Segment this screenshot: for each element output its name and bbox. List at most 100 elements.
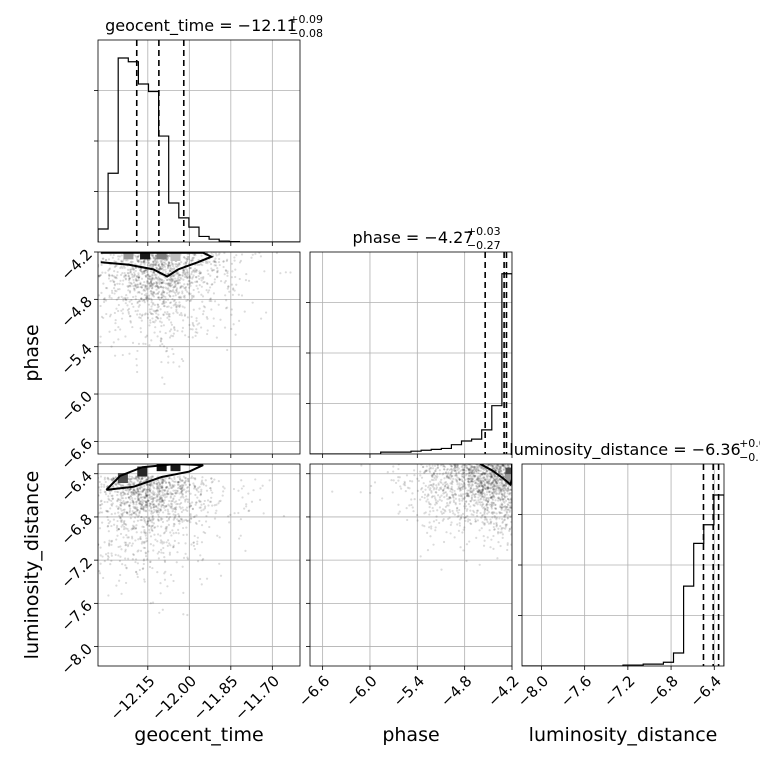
sample-point [205,577,209,580]
sample-point [124,501,128,504]
sample-point [149,488,152,491]
sample-point [135,491,138,495]
sample-point [184,542,187,545]
sample-point [118,282,121,285]
sample-point [125,489,128,492]
sample-point [192,477,195,480]
sample-point [172,508,175,511]
sample-point [463,471,466,475]
sample-point [481,492,484,495]
sample-point [138,568,141,572]
sample-point [126,488,130,491]
sample-point [111,291,114,294]
sample-point [475,469,478,472]
sample-point [157,267,160,271]
sample-point [135,274,138,278]
sample-point [173,299,176,302]
sample-point [497,540,500,544]
sample-point [177,295,181,299]
sample-point [150,509,153,513]
sample-point [497,527,500,530]
sample-point [135,508,139,511]
sample-point [136,301,139,305]
sample-point [403,480,406,483]
sample-point [186,557,190,561]
sample-point [85,282,87,284]
sample-point [138,291,141,294]
sample-point [473,476,476,479]
sample-point [449,490,452,493]
sample-point [137,477,140,480]
sample-point [125,299,128,302]
sample-point [211,254,215,257]
sample-point [160,486,164,489]
sample-point [158,298,161,301]
sample-point [439,487,443,491]
sample-point [147,517,151,520]
sample-point [105,509,108,512]
sample-point [494,465,497,468]
sample-point [463,485,466,488]
sample-point [105,312,108,316]
sample-point [174,489,177,492]
sample-point [159,592,162,595]
sample-point [148,263,152,267]
sample-point [146,522,150,525]
sample-point [491,465,494,468]
sample-point [167,492,170,496]
sample-point [141,272,144,276]
sample-point [428,470,432,474]
sample-point [124,557,127,560]
sample-point [161,289,165,292]
sample-point [146,488,149,491]
sample-point [498,517,501,520]
sample-point [116,499,119,502]
sample-point [51,262,53,264]
sample-point [128,475,131,478]
sample-point [186,276,190,279]
sample-point [103,490,106,493]
sample-point [489,477,493,480]
sample-point [172,279,175,282]
sample-point [127,483,130,486]
sample-point [155,499,158,502]
sample-point [219,318,222,321]
sample-point [120,265,123,268]
sample-point [162,301,165,304]
sample-point [131,491,134,494]
sample-point [198,499,201,502]
sample-point [135,256,138,259]
sample-point [159,285,162,288]
sample-point [114,553,117,556]
sample-point [106,500,109,504]
sample-point [119,493,122,496]
sample-point [470,484,473,487]
sample-point [98,512,100,515]
sample-point [102,298,106,301]
sample-point [129,282,133,285]
sample-point [462,471,465,474]
sample-point [212,260,215,263]
sample-point [429,503,432,506]
sample-point [431,506,434,510]
sample-point [441,489,445,492]
sample-point [141,270,144,273]
sample-point [192,541,195,544]
sample-point [149,319,152,322]
sample-point [155,315,158,319]
sample-point [416,477,419,480]
sample-point [169,328,173,331]
sample-point [478,482,481,485]
sample-point [446,483,449,486]
sample-point [154,285,157,288]
sample-point [167,272,170,275]
panel-frame [521,463,725,667]
sample-point [151,492,154,495]
sample-point [148,528,151,531]
sample-point [137,276,141,279]
sample-point [111,497,114,500]
sample-point [98,274,101,277]
sample-point [170,323,174,326]
sample-point [478,477,481,481]
sample-point [187,490,190,493]
